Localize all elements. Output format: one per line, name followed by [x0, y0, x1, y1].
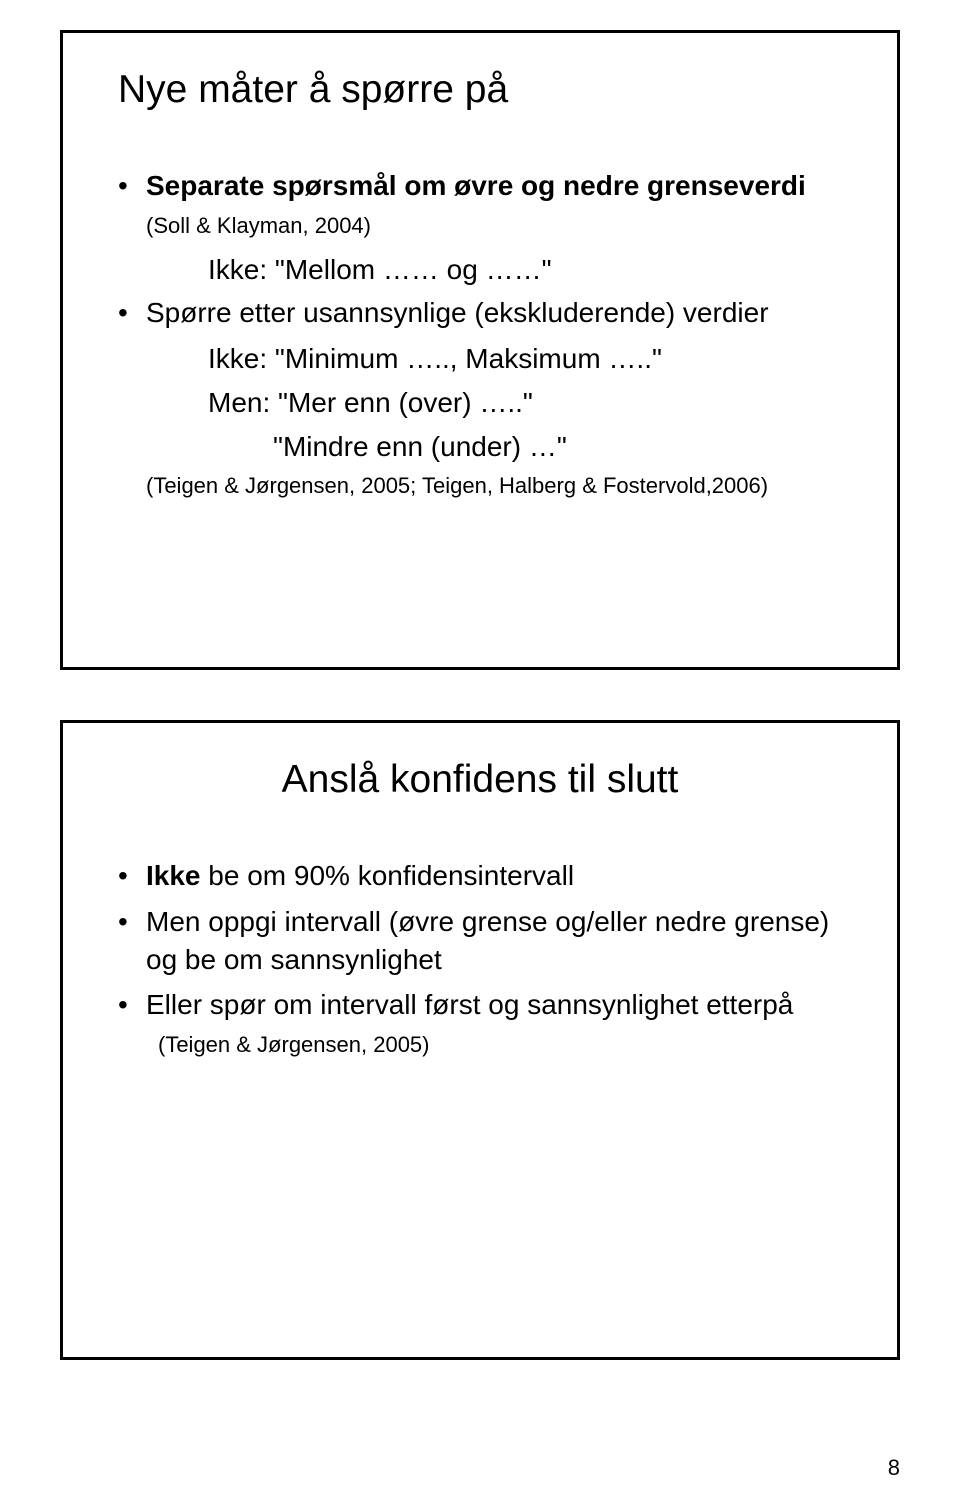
- slide-2-bullets: Ikke be om 90% konfidensintervall Men op…: [118, 857, 842, 1062]
- bullet-2-sub1: Ikke: "Minimum ….., Maksimum …..": [208, 340, 842, 378]
- slide-1-title: Nye måter å spørre på: [118, 68, 842, 112]
- page-number: 8: [888, 1455, 900, 1481]
- bullet-3-ref: (Teigen & Jørgensen, 2005): [158, 1032, 430, 1057]
- slide-2: Anslå konfidens til slutt Ikke be om 90%…: [60, 720, 900, 1360]
- bullet-2-text: Men oppgi intervall (øvre grense og/elle…: [146, 906, 829, 975]
- slide-2-title: Anslå konfidens til slutt: [178, 758, 782, 802]
- bullet-eller-spor: Eller spør om intervall først og sannsyn…: [118, 986, 842, 1062]
- slide-1-bullets: Separate spørsmål om øvre og nedre grens…: [118, 167, 842, 243]
- bullet-ikke-90: Ikke be om 90% konfidensintervall: [118, 857, 842, 895]
- bullet-1-sub: Ikke: "Mellom …… og ……": [208, 251, 842, 289]
- bullet-1-ref: (Soll & Klayman, 2004): [146, 213, 371, 238]
- bullet-3-main: Eller spør om intervall først og sannsyn…: [146, 989, 793, 1020]
- bullet-ikke-bold: Ikke: [146, 860, 201, 891]
- bullet-2-main: Spørre etter usannsynlige (ekskluderende…: [146, 297, 769, 328]
- bullet-men-oppgi: Men oppgi intervall (øvre grense og/elle…: [118, 903, 842, 979]
- slide-1: Nye måter å spørre på Separate spørsmål …: [60, 30, 900, 670]
- bullet-ikke-rest: be om 90% konfidensintervall: [201, 860, 575, 891]
- bullet-2-sub2: Men: "Mer enn (over) …..": [208, 384, 842, 422]
- bullet-2-ref: (Teigen & Jørgensen, 2005; Teigen, Halbe…: [146, 472, 842, 501]
- bullet-ask-unlikely: Spørre etter usannsynlige (ekskluderende…: [118, 294, 842, 332]
- bullet-2-sub3: "Mindre enn (under) …": [273, 428, 842, 466]
- slide-1-bullets-2: Spørre etter usannsynlige (ekskluderende…: [118, 294, 842, 332]
- bullet-1-main: Separate spørsmål om øvre og nedre grens…: [146, 170, 806, 201]
- bullet-separate-questions: Separate spørsmål om øvre og nedre grens…: [118, 167, 842, 243]
